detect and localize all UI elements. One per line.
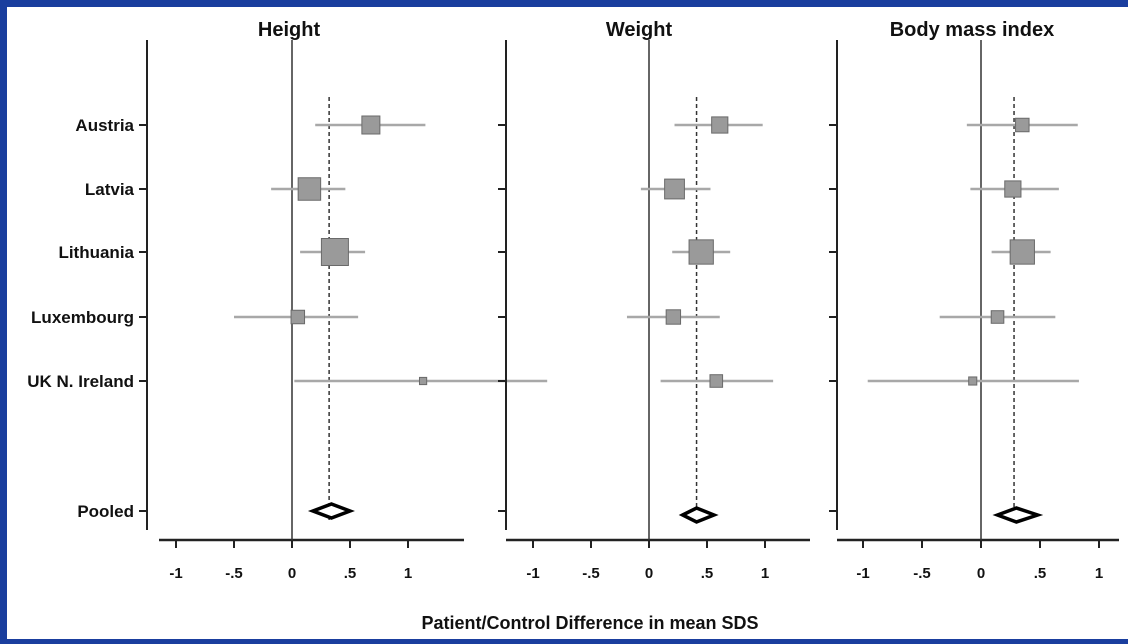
- x-tick-label: -.5: [913, 565, 931, 582]
- row-label: Luxembourg: [31, 308, 134, 327]
- x-tick-label: -1: [169, 565, 182, 582]
- study-square: [1004, 180, 1022, 198]
- x-tick-label: .5: [1034, 565, 1047, 582]
- x-tick-label: -1: [526, 565, 539, 582]
- x-tick-label: 1: [404, 565, 412, 582]
- study-square: [664, 178, 685, 200]
- study-square: [418, 376, 428, 386]
- x-tick-label: -.5: [225, 565, 243, 582]
- study-square: [665, 309, 682, 325]
- study-square: [990, 310, 1005, 324]
- x-tick-label: .5: [701, 565, 714, 582]
- x-tick-label: .5: [344, 565, 357, 582]
- row-label: Austria: [75, 116, 134, 135]
- x-axis-label: Patient/Control Difference in mean SDS: [421, 613, 758, 633]
- forest-plot: Austria Latvia Lithuania Luxembourg UK N. Ir…: [27, 19, 1119, 633]
- study-square: [1015, 117, 1030, 133]
- pooled-diamond: [678, 506, 719, 524]
- x-tick-label: -1: [856, 565, 869, 582]
- x-tick-label: 1: [1095, 565, 1103, 582]
- panel-title: Height: [258, 19, 321, 41]
- x-tick-label: -.5: [582, 565, 600, 582]
- study-square: [711, 116, 729, 134]
- row-label: Pooled: [77, 502, 134, 521]
- panel-title: Weight: [606, 19, 673, 41]
- study-square: [297, 177, 322, 201]
- x-tick-label: 1: [761, 565, 769, 582]
- row-label: Latvia: [85, 180, 135, 199]
- pooled-diamond: [992, 506, 1044, 524]
- chart-panel: Austria Latvia Lithuania Luxembourg UK N. Ir…: [7, 7, 1128, 639]
- pooled-diamond: [307, 502, 355, 520]
- study-square: [709, 374, 724, 388]
- study-square: [320, 238, 349, 266]
- study-square: [1009, 239, 1035, 265]
- row-label: UK N. Ireland: [27, 372, 134, 391]
- panel-title: Body mass index: [890, 19, 1055, 41]
- row-label: Lithuania: [58, 243, 134, 262]
- x-tick-label: 0: [977, 565, 985, 582]
- study-square: [361, 115, 381, 135]
- study-square: [688, 239, 714, 265]
- x-tick-label: 0: [288, 565, 296, 582]
- study-square: [968, 376, 978, 386]
- x-tick-label: 0: [645, 565, 653, 582]
- study-square: [290, 309, 306, 325]
